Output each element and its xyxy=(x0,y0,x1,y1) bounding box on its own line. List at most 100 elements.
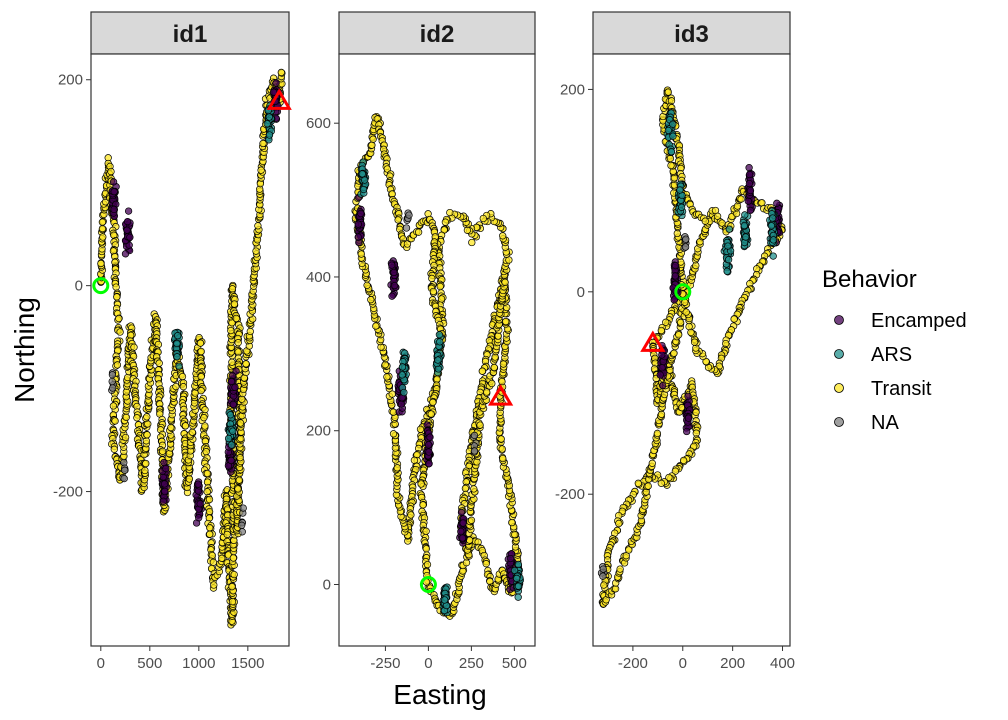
point-transit xyxy=(98,218,107,226)
y-tick-label: 0 xyxy=(75,278,83,295)
point-transit xyxy=(419,501,427,509)
point-transit xyxy=(259,139,267,148)
point-transit xyxy=(665,473,673,482)
point-transit xyxy=(116,328,124,336)
point-transit xyxy=(228,598,237,606)
point-ars xyxy=(400,388,408,397)
x-tick-label: 250 xyxy=(459,655,484,672)
point-transit xyxy=(657,479,665,487)
point-encamped xyxy=(123,226,131,234)
point-transit xyxy=(257,166,265,174)
point-transit xyxy=(393,464,401,472)
point-transit xyxy=(666,154,675,163)
point-transit xyxy=(236,454,244,462)
point-na xyxy=(681,243,690,251)
point-encamped xyxy=(506,554,515,563)
point-encamped xyxy=(196,500,204,508)
point-ars xyxy=(229,427,237,435)
facet-strip-label: id2 xyxy=(420,21,455,48)
y-tick-label: 400 xyxy=(306,269,331,286)
point-ars xyxy=(769,252,777,260)
point-encamped xyxy=(744,197,752,205)
point-transit xyxy=(407,511,415,519)
point-ars xyxy=(434,356,442,364)
point-transit xyxy=(423,560,432,569)
point-encamped xyxy=(746,186,755,195)
point-transit xyxy=(616,565,624,573)
points-layer xyxy=(597,86,786,608)
x-tick-label: 1500 xyxy=(231,655,264,672)
point-transit xyxy=(201,422,209,430)
point-transit xyxy=(675,331,683,339)
point-transit xyxy=(482,560,490,568)
point-encamped xyxy=(160,480,169,488)
point-transit xyxy=(648,459,656,467)
point-encamped xyxy=(746,206,755,215)
point-transit xyxy=(508,518,516,527)
point-encamped xyxy=(684,392,692,400)
facets-layer: id1 0 500 1000 1500 -200 0 200 id2 -250 0 250 500 0 20… xyxy=(53,11,795,672)
point-transit xyxy=(107,167,115,176)
point-transit xyxy=(223,530,231,539)
point-transit xyxy=(498,377,506,386)
point-transit xyxy=(205,507,214,516)
point-ars xyxy=(510,566,519,575)
point-transit xyxy=(670,349,678,357)
point-transit xyxy=(483,388,491,396)
point-transit xyxy=(99,233,107,241)
end-marker xyxy=(487,384,514,406)
x-tick-label: 0 xyxy=(679,655,687,672)
point-transit xyxy=(369,135,377,143)
point-transit xyxy=(701,217,709,225)
point-transit xyxy=(692,408,700,416)
point-encamped xyxy=(658,351,666,359)
point-ars xyxy=(263,120,271,128)
facet-strip xyxy=(90,11,290,55)
point-encamped xyxy=(354,233,362,241)
point-encamped xyxy=(357,209,365,218)
point-transit xyxy=(205,495,214,504)
point-transit xyxy=(230,570,238,579)
point-na xyxy=(108,377,116,386)
point-encamped xyxy=(390,268,398,277)
point-transit xyxy=(143,413,151,421)
point-transit xyxy=(242,360,250,368)
facet-strip-label: id1 xyxy=(173,21,208,48)
point-ars xyxy=(725,225,733,233)
point-ars xyxy=(677,203,686,211)
point-transit xyxy=(202,448,210,456)
point-transit xyxy=(463,226,472,234)
point-transit xyxy=(133,414,141,422)
point-transit xyxy=(422,545,430,553)
point-transit xyxy=(218,554,226,562)
point-ars xyxy=(226,411,235,419)
point-transit xyxy=(178,372,187,381)
point-encamped xyxy=(425,460,433,468)
point-transit xyxy=(653,429,662,438)
point-encamped xyxy=(123,217,132,226)
point-transit xyxy=(478,367,486,375)
point-transit xyxy=(203,469,212,478)
point-na xyxy=(120,474,128,483)
point-transit xyxy=(422,527,430,535)
point-encamped xyxy=(229,400,237,408)
point-ars xyxy=(265,113,273,121)
point-encamped xyxy=(671,261,680,270)
point-transit xyxy=(427,410,435,418)
point-encamped xyxy=(161,487,169,496)
point-transit xyxy=(676,318,685,327)
point-transit xyxy=(498,445,506,453)
point-transit xyxy=(200,414,208,422)
point-transit xyxy=(172,382,180,391)
point-transit xyxy=(625,546,633,554)
y-tick-label: 200 xyxy=(58,72,83,89)
point-encamped xyxy=(110,188,118,196)
x-tick-label: 400 xyxy=(770,655,795,672)
point-ars xyxy=(724,242,732,250)
x-axis-title: Easting xyxy=(393,679,486,710)
point-transit xyxy=(414,228,423,236)
point-transit xyxy=(381,361,389,369)
point-transit xyxy=(97,259,105,268)
point-transit xyxy=(679,456,688,465)
